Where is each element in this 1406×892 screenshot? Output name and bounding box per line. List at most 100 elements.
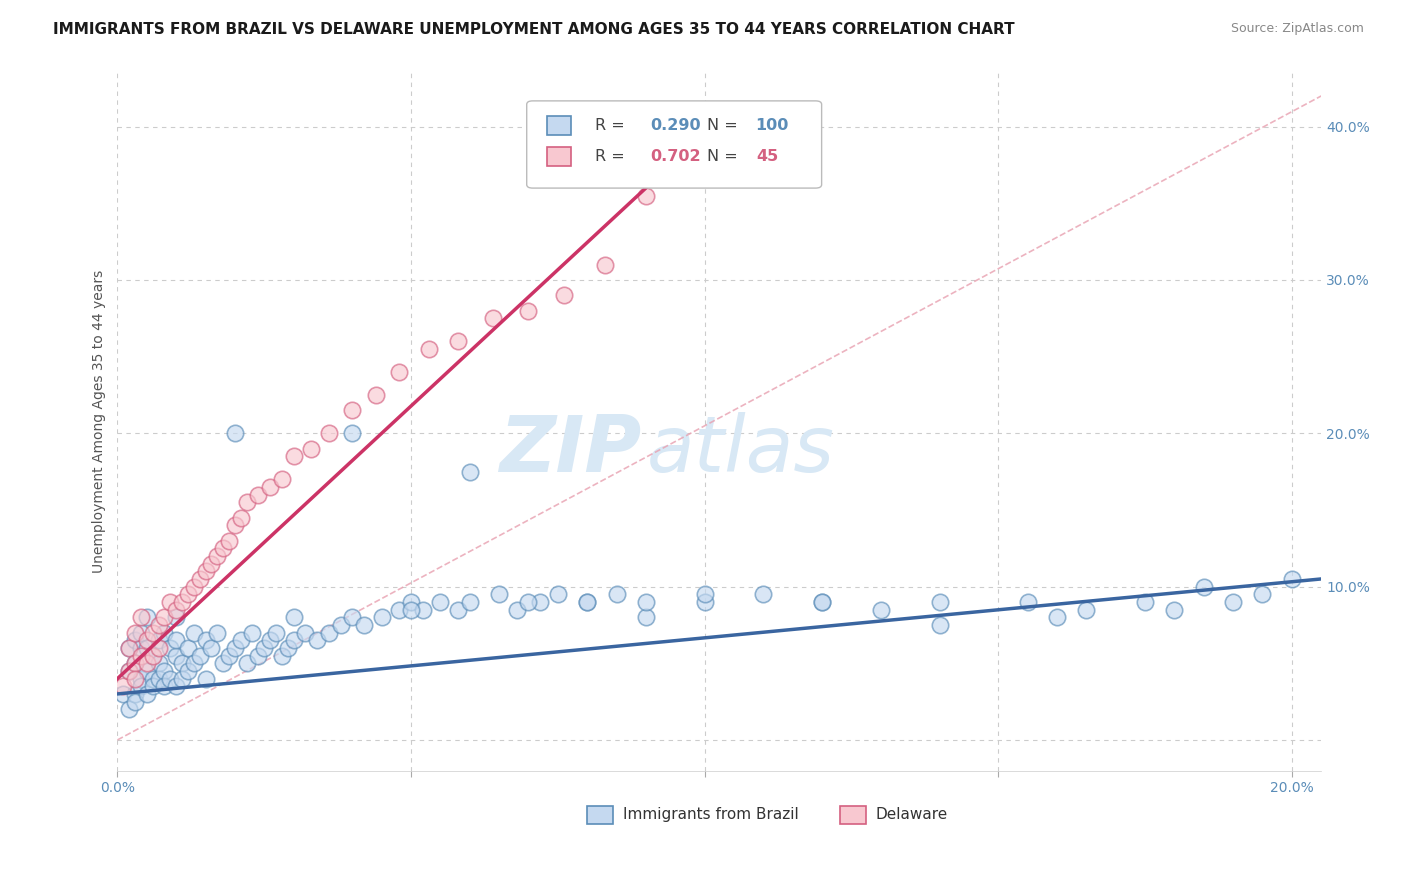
Point [229, 510, 252, 524]
Point [399, 595, 422, 609]
Point [135, 687, 157, 701]
Point [112, 687, 135, 701]
Text: 100: 100 [755, 118, 789, 133]
Point [124, 633, 146, 648]
Point [207, 625, 229, 640]
Point [307, 633, 329, 648]
Point [170, 657, 193, 671]
Text: 0.290: 0.290 [651, 118, 702, 133]
FancyBboxPatch shape [547, 116, 571, 135]
Point [200, 640, 222, 655]
Point [342, 403, 364, 417]
Point [165, 648, 187, 663]
Point [142, 625, 165, 640]
Y-axis label: Unemployment Among Ages 35 to 44 years: Unemployment Among Ages 35 to 44 years [93, 270, 107, 574]
Point [194, 633, 217, 648]
Point [212, 541, 235, 556]
Point [142, 679, 165, 693]
Point [165, 679, 187, 693]
Point [1192, 580, 1215, 594]
Point [634, 595, 657, 609]
FancyBboxPatch shape [547, 147, 571, 167]
Point [129, 625, 152, 640]
Point [928, 618, 950, 632]
Point [135, 640, 157, 655]
Point [142, 672, 165, 686]
Point [294, 625, 316, 640]
Point [353, 618, 375, 632]
Point [242, 625, 264, 640]
Text: Delaware: Delaware [876, 807, 948, 822]
Point [159, 595, 181, 609]
Point [183, 625, 205, 640]
Point [270, 472, 292, 486]
Point [517, 595, 540, 609]
Point [693, 595, 716, 609]
Point [370, 610, 392, 624]
Point [283, 610, 305, 624]
Point [129, 648, 152, 663]
Point [342, 426, 364, 441]
Point [224, 640, 246, 655]
Point [1017, 595, 1039, 609]
Text: ZIP: ZIP [499, 412, 641, 488]
Point [124, 657, 146, 671]
Point [170, 595, 193, 609]
FancyBboxPatch shape [527, 101, 821, 188]
Point [118, 640, 141, 655]
Point [124, 672, 146, 686]
Point [207, 549, 229, 563]
Point [159, 640, 181, 655]
Point [264, 625, 287, 640]
Point [247, 648, 270, 663]
Text: N =: N = [707, 149, 744, 164]
Point [259, 480, 281, 494]
Point [159, 672, 181, 686]
Point [129, 672, 152, 686]
Point [412, 602, 434, 616]
Point [118, 664, 141, 678]
Point [388, 602, 411, 616]
Point [188, 648, 211, 663]
Point [329, 618, 352, 632]
Point [458, 595, 481, 609]
Point [135, 610, 157, 624]
Text: 45: 45 [756, 149, 779, 164]
Point [165, 610, 187, 624]
Point [299, 442, 322, 456]
Point [318, 625, 340, 640]
Text: IMMIGRANTS FROM BRAZIL VS DELAWARE UNEMPLOYMENT AMONG AGES 35 TO 44 YEARS CORREL: IMMIGRANTS FROM BRAZIL VS DELAWARE UNEMP… [53, 22, 1015, 37]
Point [165, 602, 187, 616]
Text: Immigrants from Brazil: Immigrants from Brazil [623, 807, 799, 822]
Text: R =: R = [595, 118, 630, 133]
Text: atlas: atlas [647, 412, 835, 488]
Point [752, 587, 775, 601]
Point [593, 258, 616, 272]
Point [928, 595, 950, 609]
Point [429, 595, 451, 609]
Point [129, 679, 152, 693]
Point [183, 657, 205, 671]
Point [529, 595, 551, 609]
Point [283, 633, 305, 648]
Point [129, 610, 152, 624]
Point [1046, 610, 1069, 624]
Point [576, 595, 599, 609]
FancyBboxPatch shape [839, 806, 866, 824]
Point [135, 664, 157, 678]
Point [177, 587, 200, 601]
Point [811, 595, 834, 609]
Point [135, 633, 157, 648]
Point [224, 518, 246, 533]
Point [194, 672, 217, 686]
Point [153, 679, 176, 693]
Point [270, 648, 292, 663]
Point [124, 625, 146, 640]
Point [177, 640, 200, 655]
Point [235, 657, 257, 671]
Point [447, 602, 470, 616]
Point [576, 595, 599, 609]
Point [177, 664, 200, 678]
Point [506, 602, 529, 616]
Point [634, 188, 657, 202]
